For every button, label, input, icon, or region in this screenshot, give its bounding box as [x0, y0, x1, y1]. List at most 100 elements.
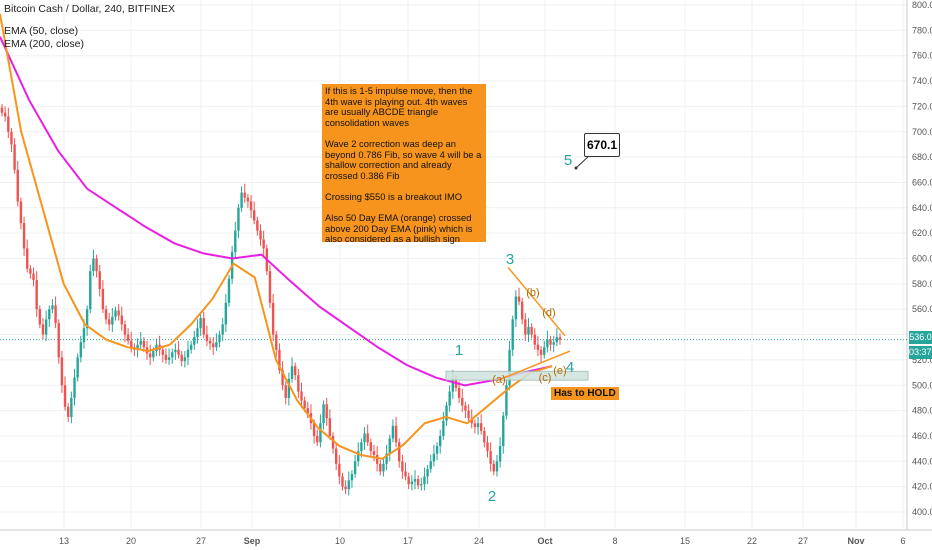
candle-body: [259, 230, 262, 240]
candle-body: [360, 442, 363, 452]
candle-body: [457, 387, 461, 398]
candle-body: [300, 391, 303, 401]
candle-body: [527, 326, 530, 335]
candle-body: [180, 354, 183, 362]
candle-body: [171, 352, 174, 358]
candle-body: [44, 319, 48, 335]
ema50-legend: EMA (50, close): [4, 25, 79, 37]
candle-body: [338, 463, 341, 477]
ema200-line: [0, 36, 553, 387]
candle-body: [543, 347, 546, 355]
candle-body: [533, 334, 536, 345]
triangle-label: (a): [492, 374, 505, 386]
candle-body: [107, 319, 111, 325]
candle-body: [3, 112, 7, 117]
candle-body: [167, 357, 171, 360]
candle-body: [183, 357, 187, 362]
candle-body: [164, 354, 168, 360]
candle-body: [498, 446, 502, 462]
y-tick-label: 440.0: [912, 456, 932, 466]
candle-body: [13, 144, 16, 170]
candle-body: [54, 305, 57, 324]
x-tick-label: 22: [747, 536, 757, 546]
y-tick-label: 760.0: [912, 51, 932, 61]
candle-body: [555, 337, 559, 343]
analysis-note: If this is 1-5 impulse move, then the 4t…: [322, 84, 486, 244]
candle-body: [546, 339, 549, 348]
candle-body: [73, 377, 76, 398]
candle-body: [464, 405, 467, 411]
candle-body: [341, 476, 344, 487]
candle-body: [363, 433, 366, 443]
candle-body: [48, 309, 51, 320]
candle-body: [32, 273, 35, 281]
candle-body: [38, 309, 42, 325]
candle-body: [290, 366, 294, 379]
x-tick-label: 10: [335, 536, 345, 546]
candle-body: [57, 323, 60, 358]
candle-body: [114, 310, 117, 317]
candle-body: [271, 302, 275, 335]
candle-body: [152, 351, 155, 358]
candle-body: [413, 479, 417, 482]
candle-body: [126, 334, 130, 341]
candle-body: [284, 385, 287, 398]
candle-body: [287, 378, 291, 398]
candle-body: [16, 169, 19, 202]
x-tick-label: 17: [403, 536, 413, 546]
candle-body: [379, 463, 382, 472]
candle-body: [95, 258, 98, 272]
candle-body: [212, 343, 215, 348]
candle-body: [334, 448, 338, 464]
candle-body: [448, 391, 451, 406]
candle-body: [451, 378, 455, 392]
candle-body: [398, 442, 401, 462]
wave-label-4: 4: [566, 359, 574, 376]
candle-body: [316, 435, 319, 443]
candle-body: [372, 451, 376, 455]
candle-body: [240, 192, 243, 208]
candle-body: [246, 197, 250, 202]
candle-body: [136, 344, 139, 350]
candle-body: [111, 316, 114, 325]
candle-body: [423, 476, 426, 485]
candle-body: [293, 366, 297, 376]
candle-body: [297, 375, 300, 392]
note-line-2: Wave 2 correction was deep an beyond 0.7…: [325, 137, 482, 181]
candle-body: [98, 271, 101, 289]
candle-body: [524, 319, 527, 335]
candle-body: [375, 454, 379, 464]
last-price-tag: 536.0: [909, 331, 932, 344]
candle-body: [322, 404, 325, 424]
candle-body: [253, 210, 256, 221]
y-tick-label: 400.0: [912, 507, 932, 517]
y-tick-label: 480.0: [912, 406, 932, 416]
ema50-line: [0, 13, 553, 460]
candle-body: [514, 296, 518, 320]
candle-body: [256, 220, 259, 231]
note-line-3: Crossing $550 is a breakout IMO: [325, 190, 463, 202]
candle-body: [224, 302, 228, 325]
candle-body: [193, 337, 196, 345]
wave-label-2: 2: [488, 488, 496, 505]
candle-body: [429, 461, 432, 469]
candle-body: [35, 280, 38, 310]
candle-body: [19, 201, 23, 224]
candle-body: [445, 405, 448, 421]
y-tick-label: 620.0: [912, 228, 932, 238]
candle-body: [495, 461, 499, 472]
candle-body: [208, 340, 212, 344]
candle-body: [350, 473, 354, 481]
candle-body: [202, 318, 205, 335]
candle-body: [479, 423, 483, 431]
candle-body: [420, 484, 423, 486]
triangle-label: (d): [542, 307, 555, 319]
x-tick-label: Nov: [847, 536, 864, 546]
candle-body: [130, 340, 133, 348]
candle-body: [89, 271, 92, 310]
candle-body: [536, 344, 540, 350]
x-tick-label: 6: [900, 536, 905, 546]
candle-body: [439, 435, 442, 447]
candle-body: [391, 425, 395, 439]
